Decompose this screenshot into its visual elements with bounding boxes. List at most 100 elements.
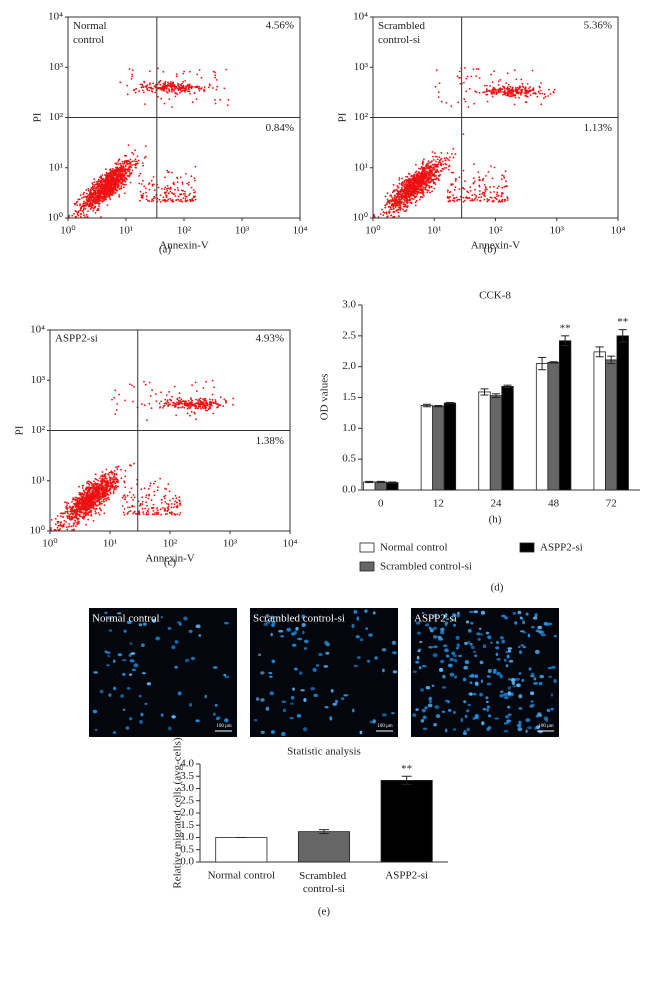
event-dot — [68, 525, 70, 528]
event-dot — [511, 95, 514, 97]
event-dot — [84, 498, 87, 501]
event-dot — [420, 165, 423, 168]
event-dot — [148, 70, 151, 73]
event-dot — [149, 484, 151, 487]
event-dot — [170, 82, 173, 85]
event-dot — [206, 409, 209, 412]
event-dot — [114, 389, 117, 392]
y-tick-label: 2.0 — [342, 360, 356, 372]
event-dot — [226, 104, 229, 106]
event-dot — [532, 92, 535, 95]
event-dot — [108, 195, 111, 198]
event-dot — [160, 97, 163, 100]
event-dot — [89, 493, 92, 496]
event-dot — [517, 92, 520, 95]
nucleus — [104, 611, 108, 614]
event-dot — [74, 511, 76, 514]
event-dot — [175, 414, 178, 417]
event-dot — [463, 199, 466, 202]
event-dot — [80, 516, 83, 518]
event-dot — [432, 169, 435, 171]
nucleus — [373, 611, 376, 615]
event-dot — [142, 513, 145, 515]
event-dot — [175, 403, 177, 406]
event-dot — [89, 201, 92, 204]
event-dot — [520, 92, 522, 95]
event-dot — [172, 200, 175, 203]
event-dot — [123, 162, 126, 165]
event-dot — [503, 198, 506, 201]
event-dot — [225, 68, 228, 71]
event-dot — [426, 191, 429, 194]
event-dot — [147, 497, 150, 500]
event-dot — [506, 91, 509, 93]
event-dot — [83, 214, 85, 217]
event-dot — [398, 198, 401, 201]
event-dot — [102, 489, 105, 491]
event-dot — [105, 480, 108, 483]
event-dot — [448, 168, 450, 171]
event-dot — [171, 171, 173, 174]
event-dot — [116, 466, 119, 468]
event-dot — [437, 91, 440, 94]
event-dot — [83, 204, 86, 207]
nucleus — [123, 629, 127, 633]
event-dot — [403, 210, 406, 212]
event-dot — [540, 82, 542, 84]
event-dot — [474, 188, 476, 191]
event-dot — [150, 407, 153, 410]
event-dot — [121, 170, 123, 173]
event-dot — [442, 163, 445, 166]
event-dot — [144, 155, 147, 158]
event-dot — [493, 70, 496, 72]
event-dot — [57, 520, 60, 523]
event-dot — [451, 183, 454, 186]
event-dot — [164, 186, 167, 189]
event-dot — [176, 177, 179, 180]
nucleus — [303, 727, 308, 732]
nucleus — [129, 717, 133, 721]
event-dot — [154, 480, 157, 483]
event-dot — [472, 68, 475, 71]
event-dot — [411, 197, 413, 200]
event-dot — [116, 485, 119, 488]
event-dot — [100, 475, 102, 478]
event-dot — [138, 510, 141, 512]
event-dot — [185, 400, 187, 403]
event-dot — [402, 194, 405, 197]
event-dot — [171, 106, 173, 108]
event-dot — [124, 486, 127, 489]
event-dot — [498, 185, 500, 188]
nucleus — [106, 651, 111, 655]
event-dot — [426, 167, 428, 170]
event-dot — [219, 396, 222, 399]
event-dot — [131, 384, 133, 387]
event-dot — [469, 186, 472, 189]
event-dot — [58, 529, 61, 531]
event-dot — [92, 183, 94, 186]
event-dot — [140, 488, 143, 491]
event-dot — [169, 188, 172, 190]
event-dot — [202, 402, 205, 405]
event-dot — [170, 503, 173, 505]
event-dot — [429, 181, 432, 184]
event-dot — [107, 172, 110, 175]
event-dot — [173, 88, 176, 91]
event-dot — [72, 498, 74, 501]
event-dot — [207, 408, 210, 411]
event-dot — [85, 523, 87, 526]
event-dot — [540, 103, 543, 106]
event-dot — [176, 187, 179, 189]
nucleus — [313, 693, 319, 698]
event-dot — [145, 513, 148, 516]
event-dot — [149, 395, 152, 397]
event-dot — [112, 189, 114, 192]
event-dot — [406, 188, 409, 191]
event-dot — [469, 189, 472, 192]
event-dot — [455, 196, 458, 199]
event-dot — [482, 194, 485, 197]
event-dot — [423, 158, 425, 161]
nucleus — [126, 687, 131, 690]
event-dot — [450, 183, 453, 186]
nucleus — [286, 627, 292, 632]
